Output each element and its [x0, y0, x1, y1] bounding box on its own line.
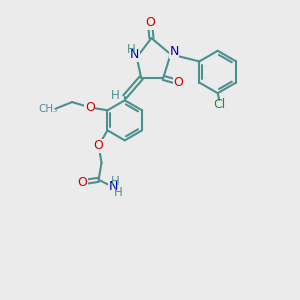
Text: O: O — [94, 139, 103, 152]
Text: O: O — [174, 76, 184, 89]
Text: H: H — [111, 89, 120, 102]
Text: O: O — [77, 176, 87, 189]
Text: H: H — [127, 43, 136, 56]
Text: Cl: Cl — [213, 98, 225, 111]
Text: N: N — [169, 45, 179, 58]
Text: CH₃: CH₃ — [38, 103, 57, 114]
Text: N: N — [130, 48, 139, 62]
Text: O: O — [145, 16, 155, 29]
Text: H: H — [114, 186, 123, 199]
Text: O: O — [85, 101, 95, 114]
Text: H: H — [111, 175, 120, 188]
Text: N: N — [109, 180, 118, 194]
